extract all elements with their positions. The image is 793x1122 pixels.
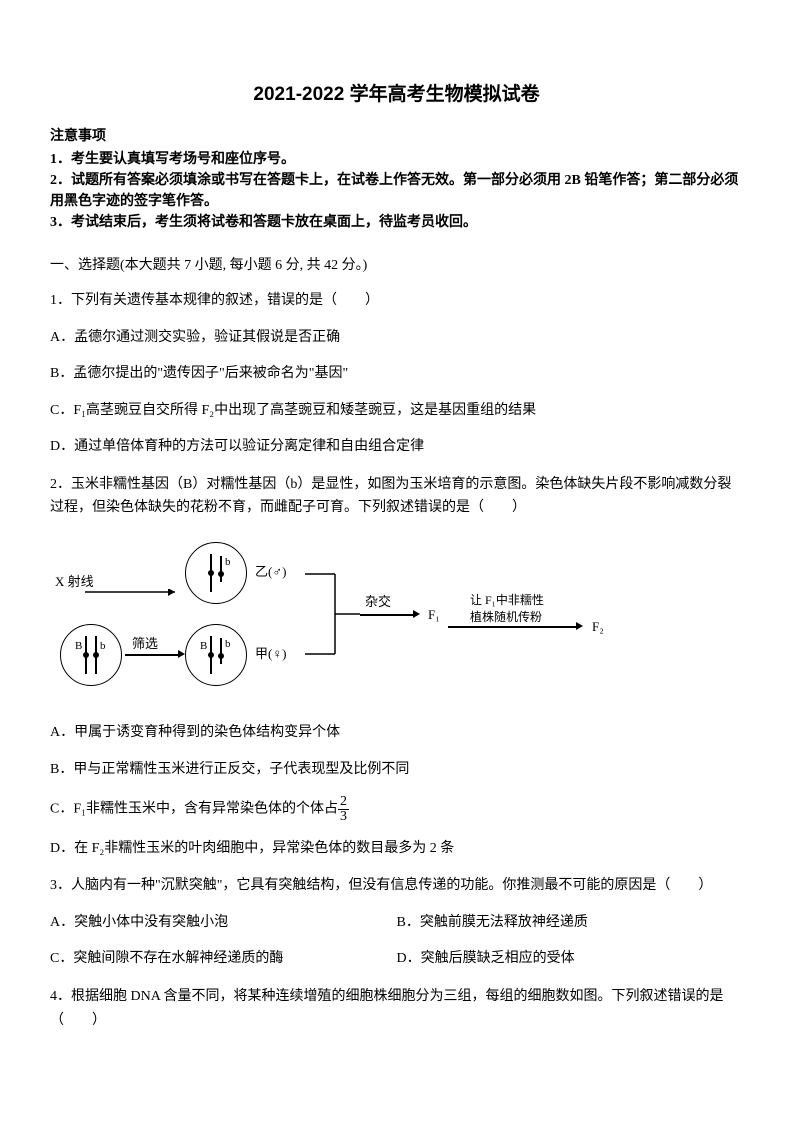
arrow-head-icon xyxy=(178,650,185,658)
f2-label: F₂ xyxy=(592,617,604,638)
q3-stem: 3．人脑内有一种"沉默突触"，它具有突触结构，但没有信息传递的功能。你推测最不可… xyxy=(50,874,743,898)
cross-label: 杂交 xyxy=(365,592,391,613)
page-title: 2021-2022 学年高考生物模拟试卷 xyxy=(50,80,743,110)
q2-option-b: B．甲与正常糯性玉米进行正反交，子代表现型及比例不同 xyxy=(50,759,743,781)
breeding-diagram: X 射线 B b b 乙(♂) xyxy=(50,534,743,704)
allele-b: b xyxy=(225,636,231,654)
jia-label: 甲(♀) xyxy=(255,644,286,665)
arrow-xray-to-yi xyxy=(80,589,180,639)
fraction-two-thirds: 23 xyxy=(338,795,349,824)
q2-stem: 2．玉米非糯性基因（B）对糯性基因（b）是显性，如图为玉米培育的示意图。染色体缺… xyxy=(50,473,743,521)
centromere-icon xyxy=(218,571,224,577)
q3-option-a: A．突触小体中没有突触小泡 xyxy=(50,912,397,934)
centromere-icon xyxy=(208,570,214,576)
yi-label: 乙(♂) xyxy=(255,562,286,583)
q2-option-d: D．在 F₂非糯性玉米的叶肉细胞中，异常染色体的数目最多为 2 条 xyxy=(50,838,743,860)
chromosome-b-short: b xyxy=(220,556,222,582)
f1-text2: 植株随机传粉 xyxy=(470,608,542,627)
notice-heading: 注意事项 xyxy=(50,126,743,148)
arrow-to-f1 xyxy=(360,614,415,616)
q3-option-c: C．突触间隙不存在水解神经递质的酶 xyxy=(50,948,397,970)
q2-option-c: C．F₁非糯性玉米中，含有异常染色体的个体占23 xyxy=(50,795,743,824)
allele-B: B xyxy=(75,638,82,656)
q1-option-c: C．F₁高茎豌豆自交所得 F₂中出现了高茎豌豆和矮茎豌豆，这是基因重组的结果 xyxy=(50,400,743,422)
q1-option-b: B．孟德尔提出的"遗传因子"后来被命名为"基因" xyxy=(50,363,743,385)
section-1-heading: 一、选择题(本大题共 7 小题, 每小题 6 分, 共 42 分。) xyxy=(50,255,743,277)
arrow-to-f2 xyxy=(448,626,578,628)
chromosome-circle-yi: b xyxy=(185,542,247,604)
q3-option-b: B．突触前膜无法释放神经递质 xyxy=(397,912,744,934)
notice-item-1: 1．考生要认真填写考场号和座位序号。 xyxy=(50,149,743,170)
allele-b: b xyxy=(100,638,106,656)
centromere-icon xyxy=(208,652,214,658)
notice-item-2: 2．试题所有答案必须填涂或书写在答题卡上，在试卷上作答无效。第一部分必须用 2B… xyxy=(50,170,743,212)
centromere-icon xyxy=(83,652,89,658)
q1-stem: 1．下列有关遗传基本规律的叙述，错误的是（ ） xyxy=(50,289,743,313)
q1-option-d: D．通过单倍体育种的方法可以验证分离定律和自由组合定律 xyxy=(50,436,743,458)
q2-option-a: A．甲属于诱变育种得到的染色体结构变异个体 xyxy=(50,722,743,744)
q4-stem: 4．根据细胞 DNA 含量不同，将某种连续增殖的细胞株细胞分为三组，每组的细胞数… xyxy=(50,985,743,1033)
q2-option-c-text: C．F₁非糯性玉米中，含有异常染色体的个体占 xyxy=(50,802,338,817)
allele-B: B xyxy=(200,638,207,656)
chromosome-B xyxy=(210,554,212,592)
chromosome-B: B xyxy=(85,636,87,674)
chromosome-B: B xyxy=(210,636,212,674)
chromosome-b: b xyxy=(95,636,97,674)
q3-option-d: D．突触后膜缺乏相应的受体 xyxy=(397,948,744,970)
f1-label: F₁ xyxy=(428,605,440,626)
allele-b: b xyxy=(225,554,231,572)
chromosome-b-short: b xyxy=(220,638,222,664)
q1-option-a: A．孟德尔通过测交实验，验证其假说是否正确 xyxy=(50,327,743,349)
bracket-lines xyxy=(305,569,365,659)
arrow-head-icon xyxy=(413,610,420,618)
filter-label: 筛选 xyxy=(132,634,158,655)
arrow-head-icon xyxy=(576,622,583,630)
notice-item-3: 3．考试结束后，考生须将试卷和答题卡放在桌面上，待监考员收回。 xyxy=(50,212,743,233)
chromosome-circle-jia: B b xyxy=(185,624,247,686)
centromere-icon xyxy=(93,652,99,658)
centromere-icon xyxy=(218,653,224,659)
